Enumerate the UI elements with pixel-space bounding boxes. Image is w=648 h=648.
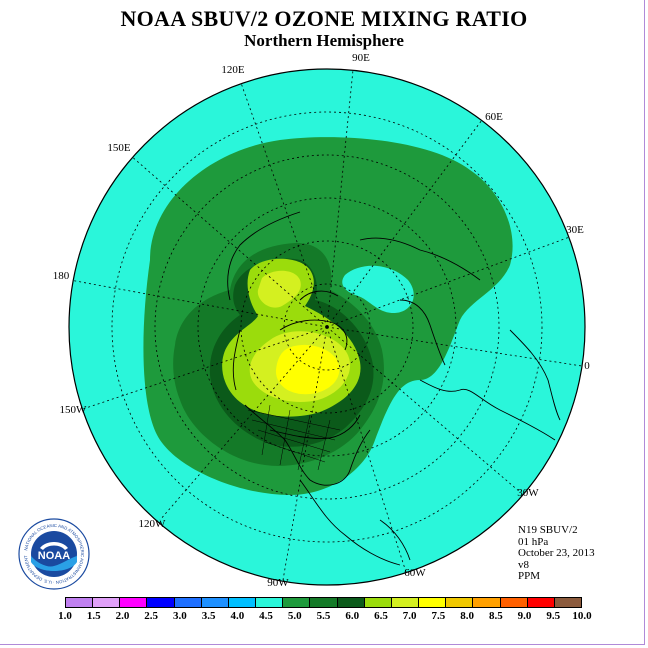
lon-label-60E: 60E xyxy=(485,111,503,123)
info-version: v8 xyxy=(518,558,529,571)
colorbar-tick-label: 9.5 xyxy=(546,610,561,622)
lon-label-30E: 30E xyxy=(566,224,584,236)
colorbar-tick-label: 5.5 xyxy=(316,610,331,622)
colorbar-segment xyxy=(283,598,311,607)
colorbar-segment xyxy=(256,598,284,607)
colorbar-segment xyxy=(419,598,447,607)
coastlines xyxy=(227,211,561,566)
colorbar-tick-label: 9.0 xyxy=(517,610,532,622)
colorbar-tick-label: 2.0 xyxy=(115,610,130,622)
lon-label-90W: 90W xyxy=(267,577,289,589)
colorbar-segment xyxy=(147,598,175,607)
colorbar-segment xyxy=(228,598,257,607)
colorbar-segment xyxy=(527,598,555,607)
admin-borders xyxy=(247,404,341,471)
colorbar-tick-label: 8.5 xyxy=(488,610,503,622)
ozone-hole-europe xyxy=(342,265,414,314)
map-subtitle: Northern Hemisphere xyxy=(244,31,404,50)
colorbar-tick-label: 4.5 xyxy=(259,610,273,622)
meridians xyxy=(69,69,583,581)
lon-label-120W: 120W xyxy=(139,518,167,530)
colorbar-tick-label: 7.0 xyxy=(402,610,417,622)
logo-center-text: NOAA xyxy=(38,550,70,562)
colorbar-tick-label: 4.0 xyxy=(230,610,245,622)
colorbar-segment xyxy=(500,598,528,607)
lon-label-120E: 120E xyxy=(221,64,245,76)
colorbar-segment xyxy=(66,598,94,607)
info-satellite: N19 SBUV/2 xyxy=(518,524,578,536)
colorbar-tick-label: 8.0 xyxy=(460,610,474,622)
ozone-region-7.5 xyxy=(275,344,340,395)
info-date: October 23, 2013 xyxy=(518,547,595,559)
lon-label-150E: 150E xyxy=(107,142,131,154)
lon-label-150W: 150W xyxy=(60,404,88,416)
colorbar-segment xyxy=(337,598,365,607)
lon-label-180: 180 xyxy=(53,270,70,282)
colorbar-segment xyxy=(364,598,392,607)
colorbar-segment xyxy=(446,598,474,607)
map-boundary xyxy=(68,68,586,586)
colorbar-segment xyxy=(93,598,121,607)
colorbar xyxy=(65,597,582,608)
map-title: NOAA SBUV/2 OZONE MIXING RATIO xyxy=(120,6,528,31)
colorbar-tick-label: 2.5 xyxy=(144,610,159,622)
colorbar-tick-label: 5.0 xyxy=(287,610,302,622)
colorbar-segment xyxy=(120,598,148,607)
colorbar-tick-label: 3.5 xyxy=(201,610,216,622)
info-units: PPM xyxy=(518,570,541,582)
colorbar-tick-label: 6.5 xyxy=(374,610,388,622)
colorbar-ticks: 1.0 1.5 2.0 2.5 3.0 3.5 4.0 4.5 5.0 5.5 6.0 6.5 7.0 7… xyxy=(0,610,648,626)
colorbar-tick-label: 1.5 xyxy=(86,610,101,622)
noaa-logo: NOAA NATIONAL OCEANIC AND ATMOSPHERIC AD… xyxy=(18,518,90,590)
info-block: N19 SBUV/2 01 hPa October 23, 2013 v8 PP… xyxy=(518,524,595,583)
colorbar-segment xyxy=(391,598,420,607)
latitude-circles xyxy=(111,111,543,543)
colorbar-segment xyxy=(310,598,338,607)
lon-label-90E: 90E xyxy=(352,52,370,64)
colorbar-tick-label: 1.0 xyxy=(58,610,72,622)
lon-label-30W: 30W xyxy=(517,487,539,499)
lon-label-60W: 60W xyxy=(404,567,426,579)
colorbar-tick-label: 7.5 xyxy=(431,610,446,622)
colorbar-tick-label: 3.0 xyxy=(173,610,187,622)
colorbar-segment xyxy=(554,598,581,607)
colorbar-segment xyxy=(201,598,229,607)
info-level: 01 hPa xyxy=(518,535,549,548)
colorbar-tick-label: 6.0 xyxy=(345,610,360,622)
colorbar-tick-label: 10.0 xyxy=(572,610,592,622)
lon-label-0: 0 xyxy=(584,360,590,372)
colorbar-segment xyxy=(473,598,501,607)
colorbar-segment xyxy=(174,598,202,607)
